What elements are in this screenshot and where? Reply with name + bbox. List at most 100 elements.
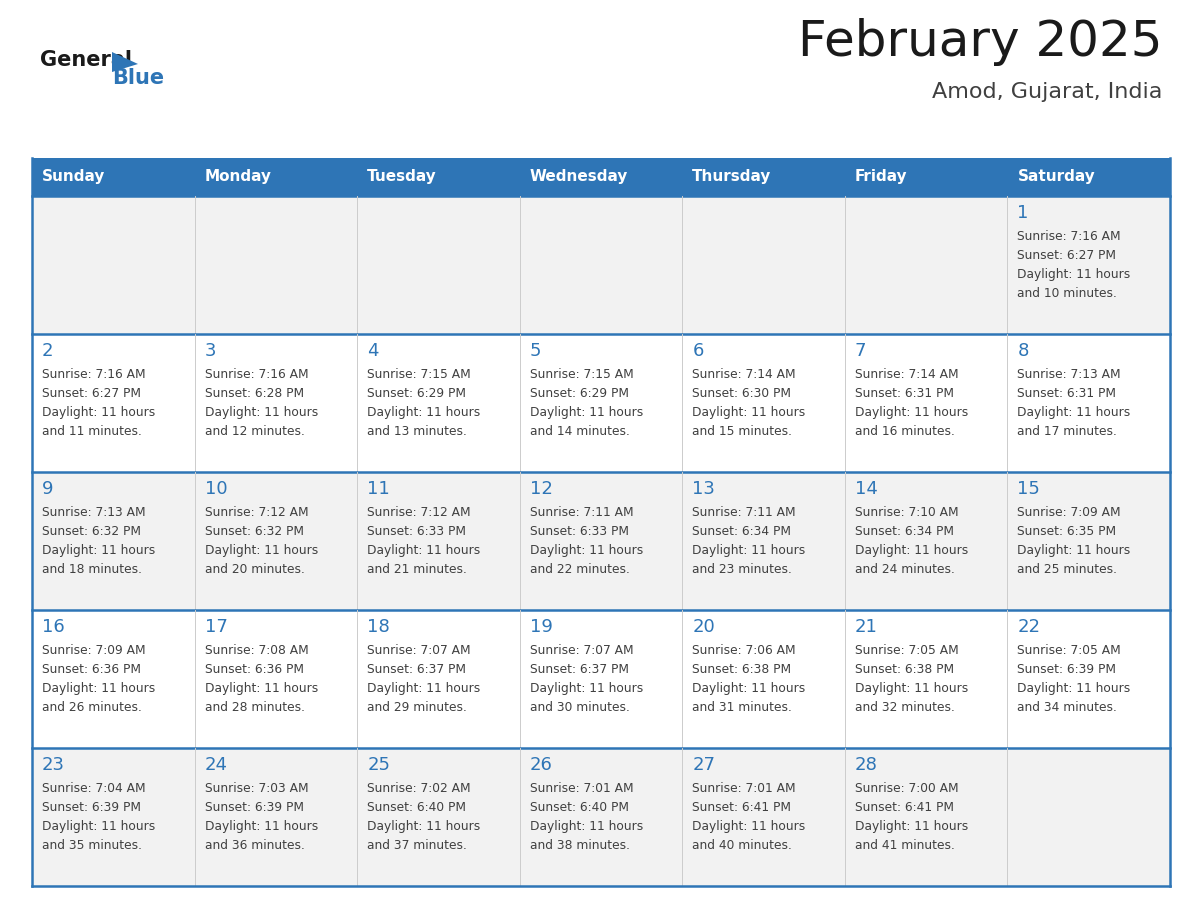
Text: Daylight: 11 hours: Daylight: 11 hours — [1017, 268, 1131, 281]
Text: and 14 minutes.: and 14 minutes. — [530, 425, 630, 438]
Text: Sunset: 6:27 PM: Sunset: 6:27 PM — [1017, 249, 1117, 262]
Text: 19: 19 — [530, 618, 552, 636]
Bar — [32, 158, 1170, 196]
Text: Sunrise: 7:12 AM: Sunrise: 7:12 AM — [367, 506, 470, 519]
Text: and 38 minutes.: and 38 minutes. — [530, 839, 630, 852]
Text: Daylight: 11 hours: Daylight: 11 hours — [1017, 406, 1131, 419]
Text: Sunset: 6:36 PM: Sunset: 6:36 PM — [204, 663, 304, 676]
Text: Sunrise: 7:15 AM: Sunrise: 7:15 AM — [530, 368, 633, 381]
Text: Sunset: 6:39 PM: Sunset: 6:39 PM — [204, 801, 304, 814]
Text: Sunset: 6:35 PM: Sunset: 6:35 PM — [1017, 525, 1117, 538]
Text: Sunset: 6:33 PM: Sunset: 6:33 PM — [367, 525, 466, 538]
Text: 5: 5 — [530, 342, 542, 360]
Text: Sunset: 6:36 PM: Sunset: 6:36 PM — [42, 663, 141, 676]
Text: Sunrise: 7:13 AM: Sunrise: 7:13 AM — [1017, 368, 1121, 381]
Text: Daylight: 11 hours: Daylight: 11 hours — [42, 682, 156, 695]
Text: Sunrise: 7:03 AM: Sunrise: 7:03 AM — [204, 782, 308, 795]
Text: Sunrise: 7:05 AM: Sunrise: 7:05 AM — [1017, 644, 1121, 657]
Text: Sunset: 6:41 PM: Sunset: 6:41 PM — [855, 801, 954, 814]
Text: and 22 minutes.: and 22 minutes. — [530, 563, 630, 576]
Text: Sunrise: 7:08 AM: Sunrise: 7:08 AM — [204, 644, 309, 657]
Text: Sunrise: 7:00 AM: Sunrise: 7:00 AM — [855, 782, 959, 795]
Text: Sunset: 6:29 PM: Sunset: 6:29 PM — [530, 387, 628, 400]
Text: Daylight: 11 hours: Daylight: 11 hours — [693, 682, 805, 695]
Text: Sunset: 6:37 PM: Sunset: 6:37 PM — [530, 663, 628, 676]
Text: Sunset: 6:33 PM: Sunset: 6:33 PM — [530, 525, 628, 538]
Text: Sunset: 6:32 PM: Sunset: 6:32 PM — [204, 525, 304, 538]
Text: and 21 minutes.: and 21 minutes. — [367, 563, 467, 576]
Text: Daylight: 11 hours: Daylight: 11 hours — [204, 820, 318, 833]
Text: 15: 15 — [1017, 480, 1041, 498]
Text: Daylight: 11 hours: Daylight: 11 hours — [42, 406, 156, 419]
Text: Daylight: 11 hours: Daylight: 11 hours — [42, 544, 156, 557]
Text: Daylight: 11 hours: Daylight: 11 hours — [855, 820, 968, 833]
Text: Sunset: 6:41 PM: Sunset: 6:41 PM — [693, 801, 791, 814]
Text: Daylight: 11 hours: Daylight: 11 hours — [204, 682, 318, 695]
Text: Sunrise: 7:11 AM: Sunrise: 7:11 AM — [693, 506, 796, 519]
Text: 16: 16 — [42, 618, 65, 636]
Text: Tuesday: Tuesday — [367, 170, 437, 185]
Text: 17: 17 — [204, 618, 227, 636]
Text: Sunrise: 7:14 AM: Sunrise: 7:14 AM — [855, 368, 959, 381]
Text: and 34 minutes.: and 34 minutes. — [1017, 701, 1117, 714]
Text: and 28 minutes.: and 28 minutes. — [204, 701, 304, 714]
Text: Sunset: 6:38 PM: Sunset: 6:38 PM — [855, 663, 954, 676]
Text: Sunrise: 7:16 AM: Sunrise: 7:16 AM — [204, 368, 308, 381]
Text: and 11 minutes.: and 11 minutes. — [42, 425, 141, 438]
Text: Wednesday: Wednesday — [530, 170, 628, 185]
Text: 8: 8 — [1017, 342, 1029, 360]
Text: Sunrise: 7:11 AM: Sunrise: 7:11 AM — [530, 506, 633, 519]
Text: Daylight: 11 hours: Daylight: 11 hours — [204, 544, 318, 557]
Text: Friday: Friday — [855, 170, 908, 185]
Polygon shape — [112, 52, 138, 72]
Text: Daylight: 11 hours: Daylight: 11 hours — [367, 544, 480, 557]
Text: 1: 1 — [1017, 204, 1029, 222]
Text: and 16 minutes.: and 16 minutes. — [855, 425, 955, 438]
Bar — [32, 748, 1170, 886]
Text: Sunset: 6:40 PM: Sunset: 6:40 PM — [367, 801, 466, 814]
Text: Daylight: 11 hours: Daylight: 11 hours — [530, 682, 643, 695]
Text: Saturday: Saturday — [1017, 170, 1095, 185]
Text: Blue: Blue — [112, 68, 164, 88]
Text: 25: 25 — [367, 756, 390, 774]
Text: 18: 18 — [367, 618, 390, 636]
Text: 22: 22 — [1017, 618, 1041, 636]
Text: Sunrise: 7:13 AM: Sunrise: 7:13 AM — [42, 506, 146, 519]
Text: 10: 10 — [204, 480, 227, 498]
Text: Daylight: 11 hours: Daylight: 11 hours — [855, 544, 968, 557]
Text: and 10 minutes.: and 10 minutes. — [1017, 287, 1117, 300]
Text: and 15 minutes.: and 15 minutes. — [693, 425, 792, 438]
Text: Sunrise: 7:01 AM: Sunrise: 7:01 AM — [693, 782, 796, 795]
Text: 21: 21 — [855, 618, 878, 636]
Text: 9: 9 — [42, 480, 53, 498]
Text: 2: 2 — [42, 342, 53, 360]
Text: Daylight: 11 hours: Daylight: 11 hours — [855, 682, 968, 695]
Text: Monday: Monday — [204, 170, 272, 185]
Text: Sunset: 6:30 PM: Sunset: 6:30 PM — [693, 387, 791, 400]
Text: Sunrise: 7:15 AM: Sunrise: 7:15 AM — [367, 368, 470, 381]
Text: and 41 minutes.: and 41 minutes. — [855, 839, 955, 852]
Text: February 2025: February 2025 — [797, 18, 1162, 66]
Text: 6: 6 — [693, 342, 703, 360]
Text: and 20 minutes.: and 20 minutes. — [204, 563, 304, 576]
Text: Sunrise: 7:07 AM: Sunrise: 7:07 AM — [530, 644, 633, 657]
Text: Daylight: 11 hours: Daylight: 11 hours — [1017, 682, 1131, 695]
Text: 3: 3 — [204, 342, 216, 360]
Text: 26: 26 — [530, 756, 552, 774]
Text: Sunset: 6:34 PM: Sunset: 6:34 PM — [693, 525, 791, 538]
Bar — [32, 472, 1170, 610]
Text: and 17 minutes.: and 17 minutes. — [1017, 425, 1117, 438]
Text: Sunset: 6:38 PM: Sunset: 6:38 PM — [693, 663, 791, 676]
Text: and 25 minutes.: and 25 minutes. — [1017, 563, 1118, 576]
Text: and 37 minutes.: and 37 minutes. — [367, 839, 467, 852]
Text: Sunrise: 7:14 AM: Sunrise: 7:14 AM — [693, 368, 796, 381]
Bar — [32, 196, 1170, 334]
Text: 20: 20 — [693, 618, 715, 636]
Text: 14: 14 — [855, 480, 878, 498]
Text: Sunrise: 7:09 AM: Sunrise: 7:09 AM — [42, 644, 146, 657]
Text: and 26 minutes.: and 26 minutes. — [42, 701, 141, 714]
Text: 11: 11 — [367, 480, 390, 498]
Text: General: General — [40, 50, 132, 70]
Text: Sunrise: 7:01 AM: Sunrise: 7:01 AM — [530, 782, 633, 795]
Text: and 12 minutes.: and 12 minutes. — [204, 425, 304, 438]
